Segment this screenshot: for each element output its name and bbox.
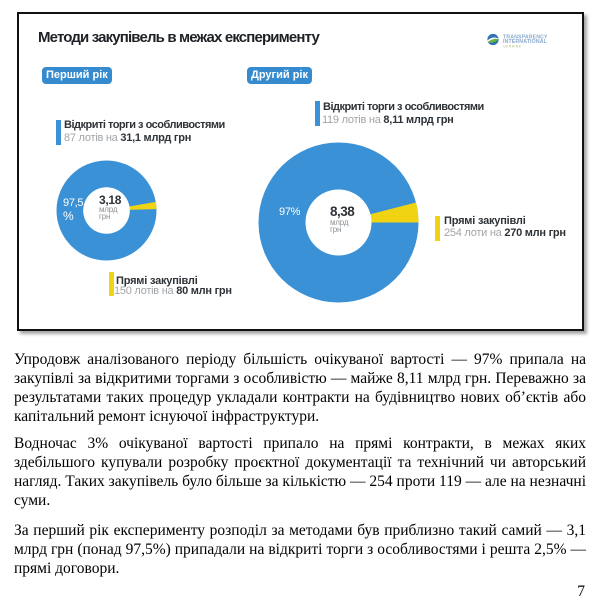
svg-text:TRANSPARENCY: TRANSPARENCY <box>503 34 548 40</box>
svg-text:INTERNATIONAL: INTERNATIONAL <box>503 39 548 45</box>
svg-text:UKRAINE: UKRAINE <box>504 44 522 48</box>
